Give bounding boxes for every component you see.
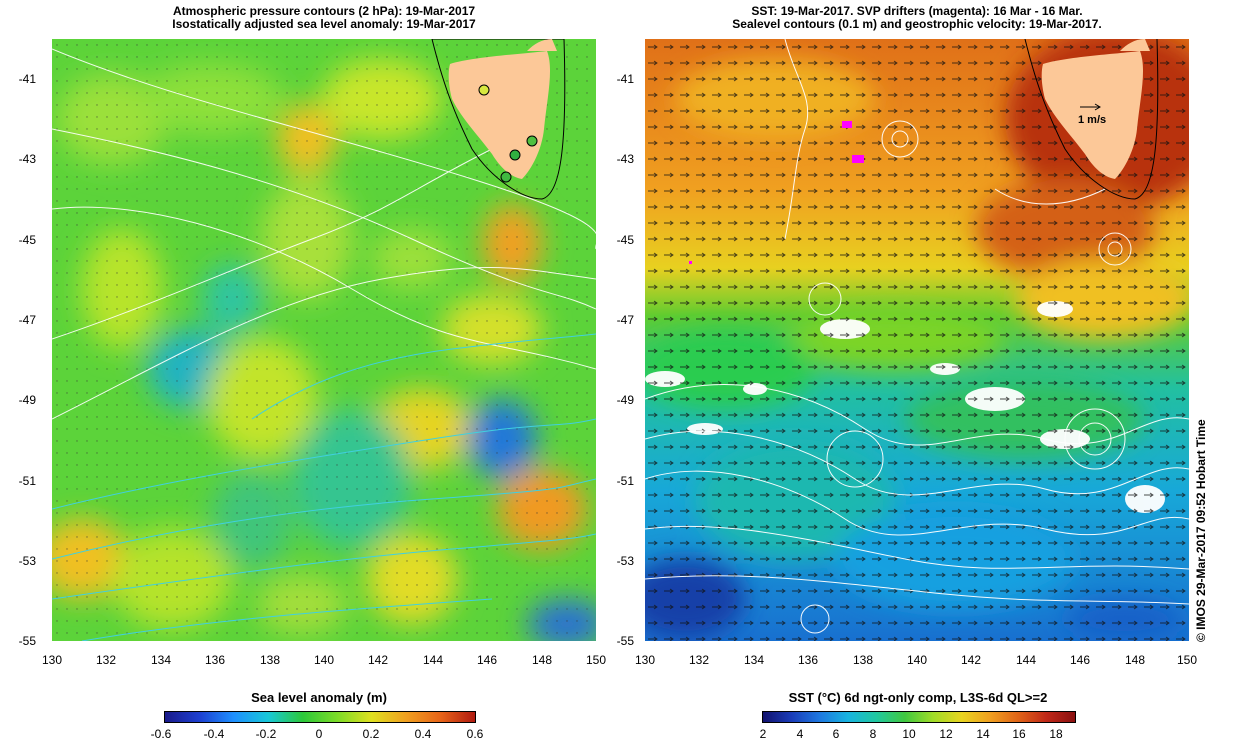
right-title-line1: SST: 19-Mar-2017. SVP drifters (magenta)… xyxy=(751,4,1083,18)
x-tick-label: 138 xyxy=(259,653,281,667)
x-tick-label: 150 xyxy=(585,653,607,667)
x-tick-label: 130 xyxy=(634,653,656,667)
x-tick-label: 146 xyxy=(1069,653,1091,667)
colorbar-tick-label: 12 xyxy=(939,727,953,741)
x-tick-label: 136 xyxy=(797,653,819,667)
y-tick-label: -49 xyxy=(616,393,634,407)
velocity-scale-arrow xyxy=(1080,103,1101,111)
y-tick-label: -51 xyxy=(18,474,36,488)
colorbar-tick-label: -0.6 xyxy=(150,727,172,741)
y-tick-label: -53 xyxy=(616,554,634,568)
colorbar-tick-label: -0.4 xyxy=(203,727,225,741)
sla-colorbar-title: Sea level anomaly (m) xyxy=(251,690,387,705)
x-tick-label: 144 xyxy=(422,653,444,667)
sst-colorbar-title: SST (°C) 6d ngt-only comp, L3S-6d QL>=2 xyxy=(788,690,1048,705)
y-tick-label: -55 xyxy=(616,634,634,648)
y-tick-label: -51 xyxy=(616,474,634,488)
colorbar-tick-label: 2 xyxy=(759,727,767,741)
colorbar-tick-label: 6 xyxy=(832,727,840,741)
x-tick-label: 142 xyxy=(367,653,389,667)
x-tick-label: 130 xyxy=(41,653,63,667)
x-tick-label: 148 xyxy=(531,653,553,667)
x-tick-label: 134 xyxy=(150,653,172,667)
y-tick-label: -45 xyxy=(616,233,634,247)
left-title-line1: Atmospheric pressure contours (2 hPa): 1… xyxy=(172,4,476,18)
imos-credit: © IMOS 29-Mar-2017 09:52 Hobart Time xyxy=(1194,419,1208,642)
y-tick-label: -43 xyxy=(616,152,634,166)
colorbar-tick-label: 8 xyxy=(869,727,877,741)
y-tick-label: -53 xyxy=(18,554,36,568)
sea-level-anomaly-map xyxy=(52,39,596,641)
y-tick-label: -41 xyxy=(18,72,36,86)
x-tick-label: 144 xyxy=(1015,653,1037,667)
y-tick-label: -55 xyxy=(18,634,36,648)
svp-drifters xyxy=(689,121,864,264)
x-tick-label: 132 xyxy=(688,653,710,667)
tasmania-land xyxy=(448,51,551,179)
left-title-line2: Isostatically adjusted sea level anomaly… xyxy=(172,17,476,31)
sst-colorbar xyxy=(762,711,1076,723)
x-tick-label: 138 xyxy=(852,653,874,667)
x-tick-label: 132 xyxy=(95,653,117,667)
x-tick-label: 140 xyxy=(313,653,335,667)
x-tick-label: 146 xyxy=(476,653,498,667)
y-tick-label: -43 xyxy=(18,152,36,166)
colorbar-tick-label: 0.6 xyxy=(466,727,484,741)
x-tick-label: 136 xyxy=(204,653,226,667)
colorbar-tick-label: 16 xyxy=(1012,727,1026,741)
tasmania-land xyxy=(1041,51,1144,179)
x-tick-label: 140 xyxy=(906,653,928,667)
sla-colorbar xyxy=(164,711,476,723)
y-tick-label: -49 xyxy=(18,393,36,407)
colorbar-tick-label: 10 xyxy=(902,727,916,741)
colorbar-tick-label: 18 xyxy=(1049,727,1063,741)
colorbar-tick-label: 14 xyxy=(976,727,990,741)
x-tick-label: 134 xyxy=(743,653,765,667)
y-tick-label: -47 xyxy=(616,313,634,327)
x-tick-label: 148 xyxy=(1124,653,1146,667)
x-tick-label: 142 xyxy=(960,653,982,667)
y-tick-label: -45 xyxy=(18,233,36,247)
right-title-line2: Sealevel contours (0.1 m) and geostrophi… xyxy=(732,17,1102,31)
colorbar-tick-label: 0.2 xyxy=(362,727,380,741)
colorbar-tick-label: -0.2 xyxy=(255,727,277,741)
y-tick-label: -47 xyxy=(18,313,36,327)
colorbar-tick-label: 4 xyxy=(796,727,804,741)
colorbar-tick-label: 0 xyxy=(315,727,323,741)
x-tick-label: 150 xyxy=(1176,653,1198,667)
y-tick-label: -41 xyxy=(616,72,634,86)
colorbar-tick-label: 0.4 xyxy=(414,727,432,741)
sst-map xyxy=(645,39,1189,641)
velocity-scale-label: 1 m/s xyxy=(1078,114,1107,126)
